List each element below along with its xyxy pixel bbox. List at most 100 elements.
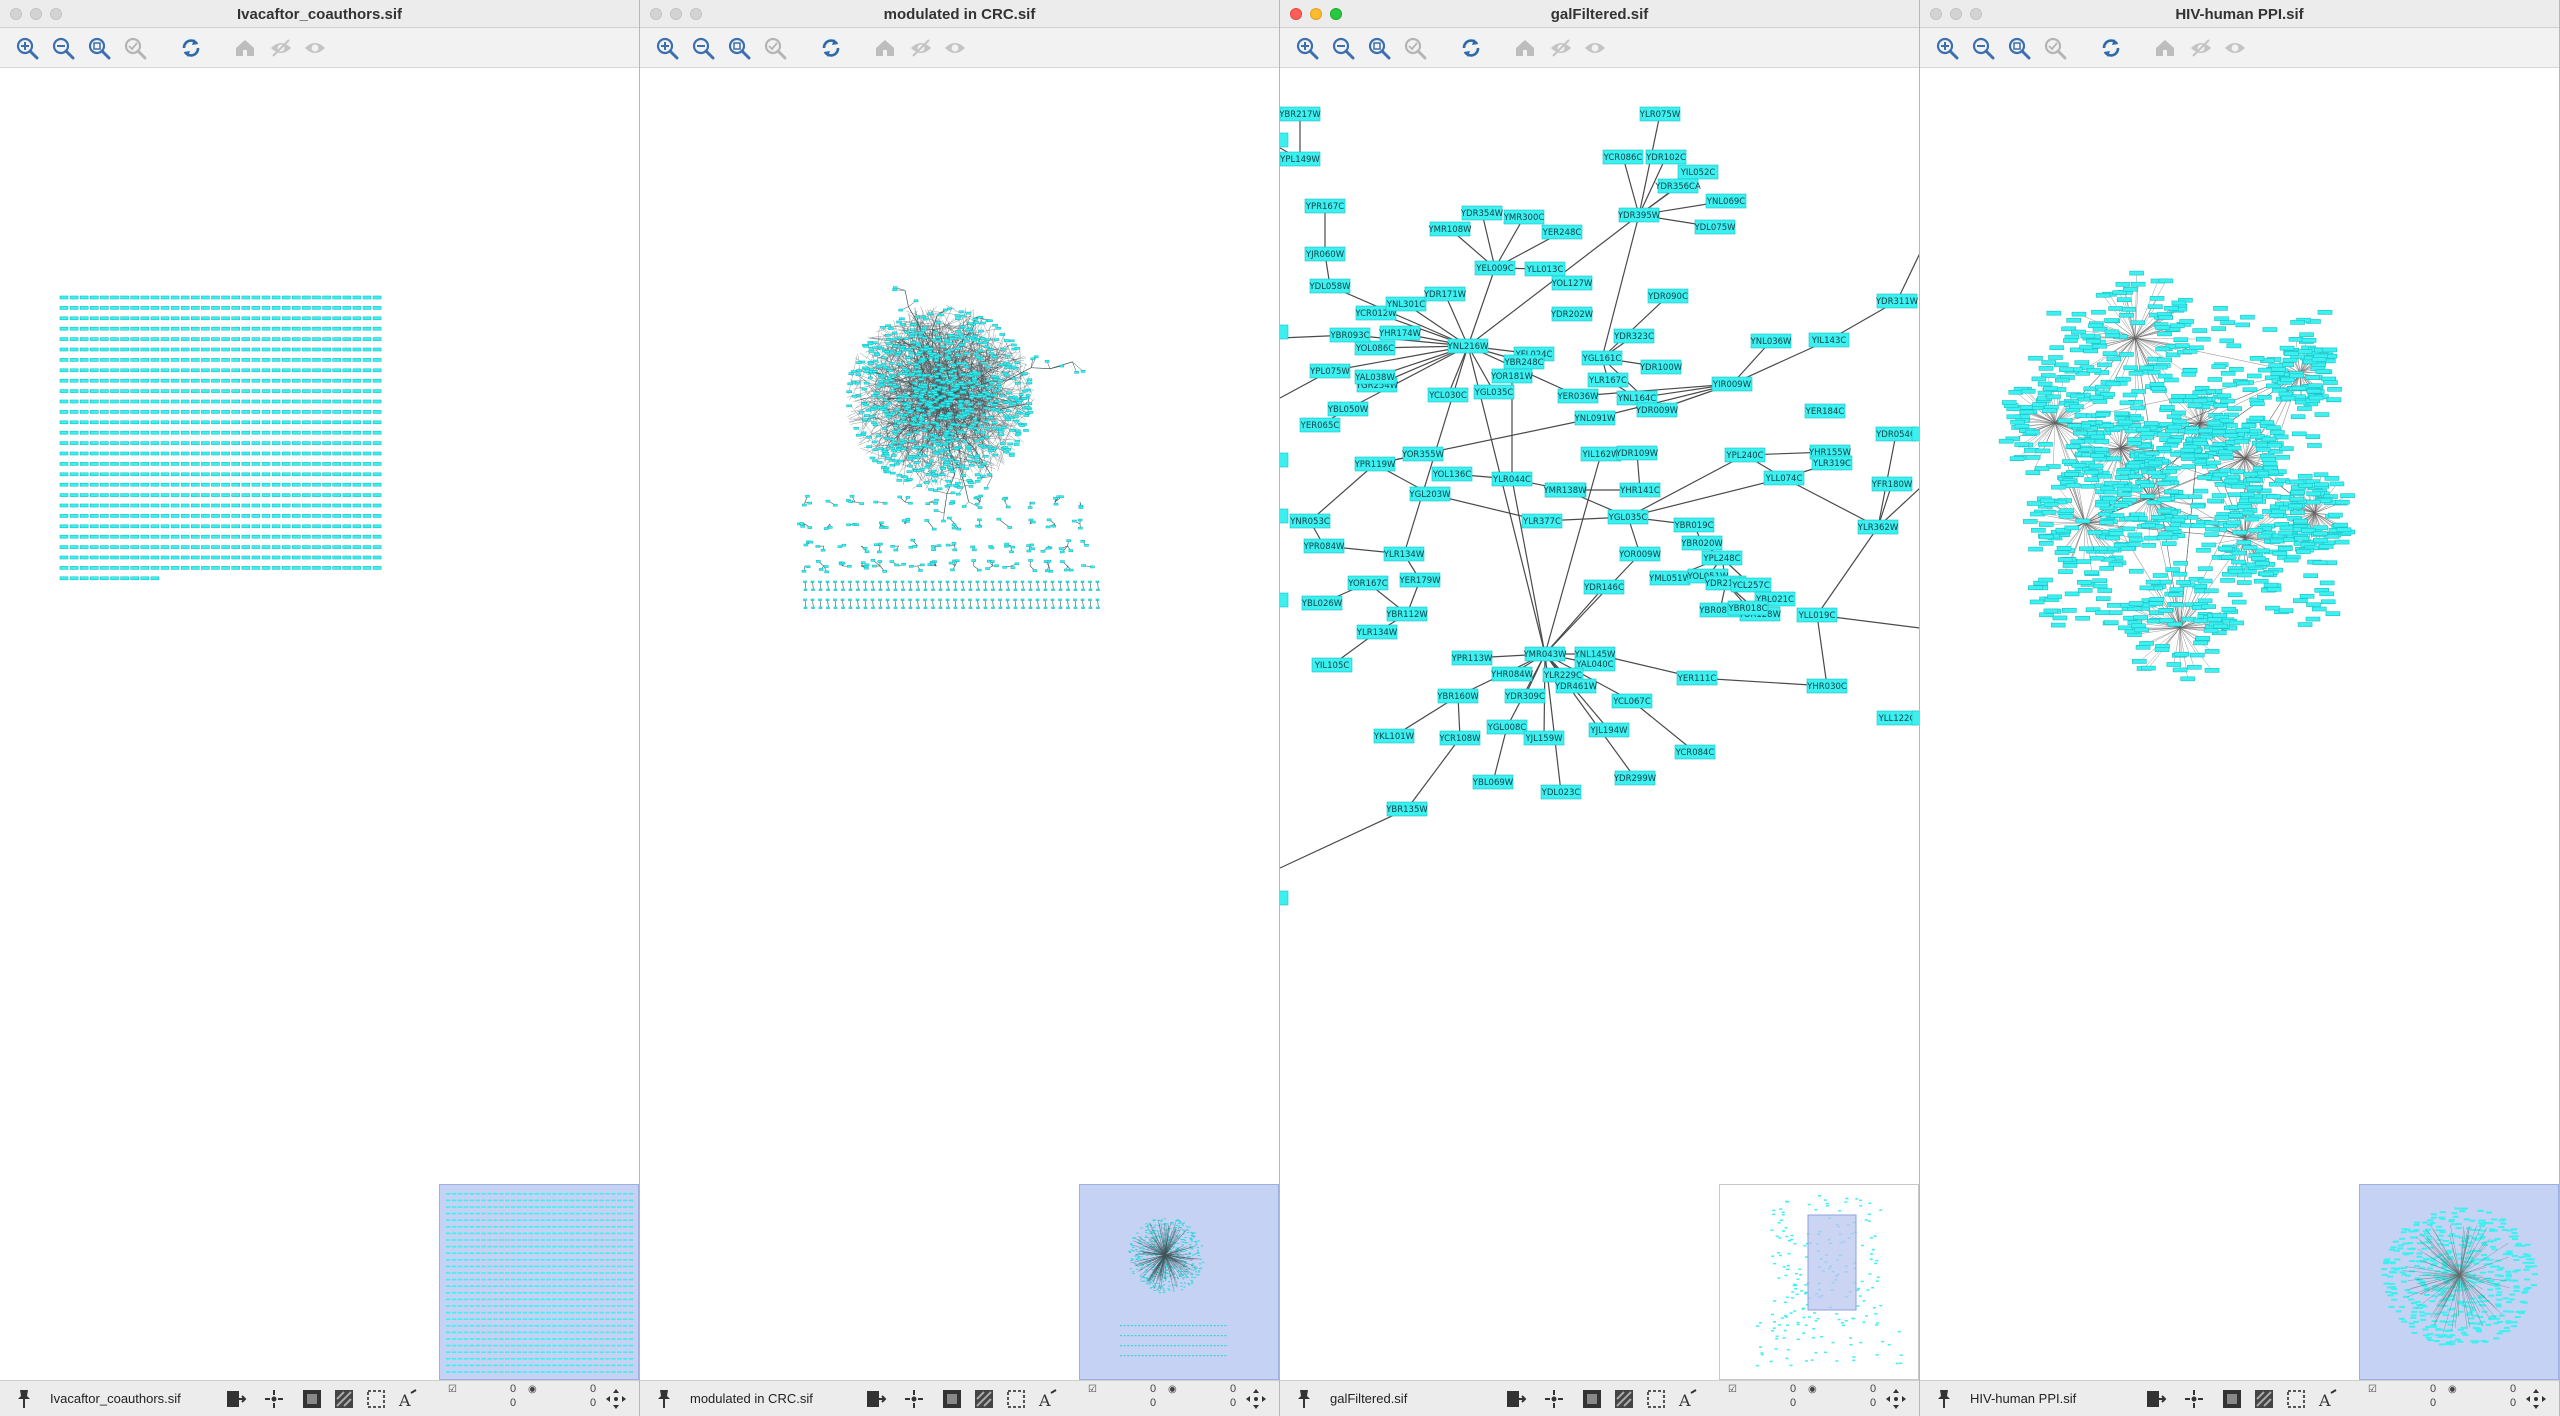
network-node[interactable] [292, 410, 300, 413]
network-node[interactable] [272, 379, 280, 382]
network-node[interactable] [262, 358, 270, 361]
network-node[interactable] [968, 426, 973, 428]
network-node[interactable] [1022, 397, 1027, 399]
network-node[interactable] [363, 296, 371, 299]
network-node[interactable] [343, 452, 351, 455]
network-node[interactable] [897, 421, 902, 423]
network-node[interactable] [864, 581, 867, 583]
network-node[interactable] [1044, 589, 1047, 591]
network-node[interactable] [883, 366, 888, 368]
network-node[interactable] [954, 448, 959, 450]
network-node[interactable] [131, 514, 139, 517]
network-node[interactable] [1067, 589, 1070, 591]
network-node[interactable] [282, 566, 290, 569]
network-node[interactable] [948, 398, 953, 400]
network-node[interactable] [828, 526, 832, 528]
network-node[interactable] [121, 452, 129, 455]
network-node[interactable] [60, 452, 68, 455]
network-node[interactable] [111, 535, 119, 538]
network-node[interactable] [353, 390, 361, 393]
network-node[interactable] [373, 514, 381, 517]
network-node[interactable] [909, 581, 912, 583]
network-node[interactable] [151, 566, 159, 569]
network-node[interactable] [989, 352, 994, 354]
network-node[interactable] [333, 431, 341, 434]
network-node[interactable] [977, 403, 981, 405]
network-node[interactable] [302, 379, 310, 382]
network-node[interactable] [959, 404, 963, 406]
network-node[interactable] [888, 328, 893, 330]
network-node[interactable] [90, 348, 98, 351]
network-node[interactable] [232, 473, 240, 476]
network-node[interactable] [222, 452, 230, 455]
network-node[interactable] [343, 400, 351, 403]
network-node[interactable] [252, 348, 260, 351]
network-node[interactable] [141, 317, 149, 320]
network-node[interactable] [151, 410, 159, 413]
hide-icon[interactable] [266, 33, 296, 63]
network-node[interactable] [323, 525, 331, 528]
network-node[interactable] [100, 556, 108, 559]
network-node[interactable] [171, 483, 179, 486]
network-node[interactable] [212, 462, 220, 465]
network-node[interactable] [894, 581, 897, 583]
network-node[interactable] [201, 525, 209, 528]
network-node[interactable] [131, 577, 139, 580]
network-node[interactable] [292, 348, 300, 351]
network-node[interactable] [232, 317, 240, 320]
network-node[interactable] [191, 400, 199, 403]
network-node[interactable] [161, 462, 169, 465]
network-node[interactable] [1034, 356, 1038, 358]
network-node[interactable] [1027, 403, 1032, 405]
network-node[interactable] [864, 345, 869, 347]
network-node[interactable] [942, 520, 946, 522]
network-node[interactable] [864, 415, 869, 417]
network-node[interactable] [874, 392, 879, 394]
network-node[interactable] [959, 311, 964, 313]
network-node[interactable] [302, 296, 310, 299]
network-node[interactable] [934, 331, 938, 333]
network-node[interactable] [877, 461, 882, 463]
network-node[interactable] [151, 535, 159, 538]
network-node[interactable] [161, 452, 169, 455]
network-node[interactable] [302, 514, 310, 517]
network-node[interactable] [916, 581, 919, 583]
network-node[interactable] [70, 369, 78, 372]
network-node[interactable] [893, 345, 898, 347]
network-node[interactable] [1010, 551, 1014, 553]
network-node[interactable] [363, 358, 371, 361]
network-node[interactable] [917, 589, 920, 591]
network-node[interactable] [181, 566, 189, 569]
network-node[interactable] [898, 460, 903, 462]
network-node[interactable] [70, 317, 78, 320]
network-node[interactable] [861, 562, 865, 564]
network-node[interactable] [222, 358, 230, 361]
network-node[interactable] [1003, 566, 1007, 568]
network-node[interactable] [959, 407, 964, 409]
network-node[interactable] [353, 369, 361, 372]
network-node[interactable] [121, 296, 129, 299]
network-node[interactable] [1022, 589, 1025, 591]
network-node[interactable] [282, 546, 290, 549]
network-node[interactable] [872, 607, 875, 609]
network-node[interactable] [242, 473, 250, 476]
network-node[interactable] [934, 359, 938, 361]
network-node[interactable] [141, 546, 149, 549]
network-node[interactable] [161, 379, 169, 382]
network-node[interactable] [151, 442, 159, 445]
network-node[interactable] [222, 566, 230, 569]
network-node[interactable] [864, 371, 869, 373]
network-node[interactable] [272, 504, 280, 507]
network-node[interactable] [181, 338, 189, 341]
network-node[interactable] [323, 566, 331, 569]
network-node[interactable] [333, 504, 341, 507]
network-node[interactable] [100, 514, 108, 517]
network-node[interactable] [151, 483, 159, 486]
network-node[interactable] [60, 379, 68, 382]
network-node[interactable] [212, 546, 220, 549]
network-node[interactable] [313, 483, 321, 486]
network-node[interactable] [1027, 545, 1031, 547]
network-node[interactable] [201, 327, 209, 330]
network-node[interactable] [181, 473, 189, 476]
network-node[interactable] [997, 386, 1001, 388]
